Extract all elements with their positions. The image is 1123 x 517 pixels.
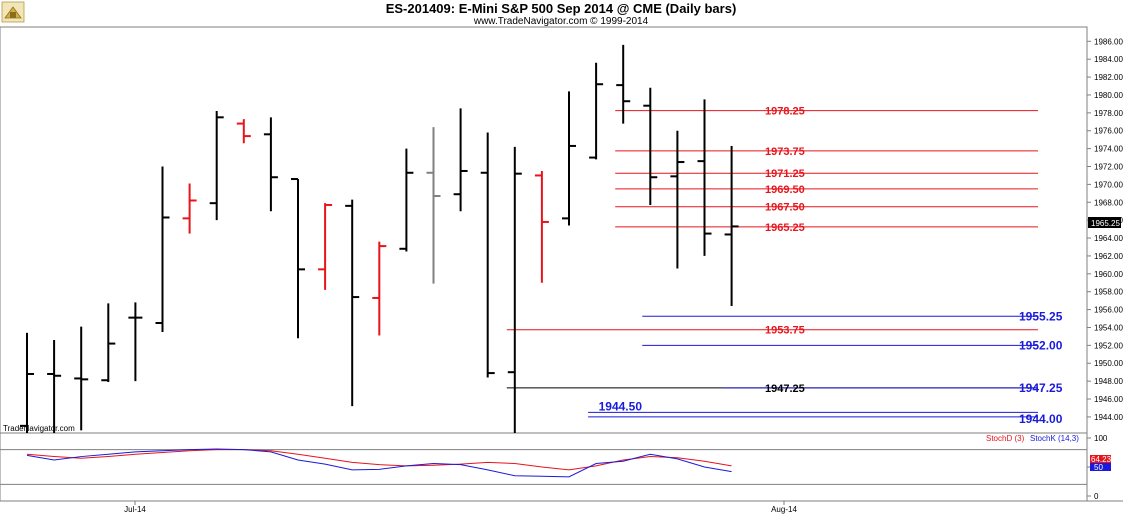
stochd-last-label: 64.23: [1091, 455, 1112, 464]
price-tick-label: 1976.00: [1094, 127, 1123, 136]
price-tick-label: 1968.00: [1094, 198, 1123, 207]
price-tick-label: 1980.00: [1094, 91, 1123, 100]
ohlc-bar: [372, 241, 387, 336]
stoch-tick-label: 0: [1094, 492, 1099, 501]
ohlc-bar: [318, 203, 333, 290]
stoch-last-tags: 64.23 50: [1090, 455, 1112, 472]
ohlc-bar: [480, 132, 495, 378]
ohlc-bar: [399, 148, 414, 252]
ohlc-bar: [426, 127, 441, 284]
ohlc-bar: [697, 99, 712, 256]
stochk-last-label: 50: [1094, 463, 1103, 472]
price-tick-label: 1954.00: [1094, 323, 1123, 332]
level-label: 1944.00: [1019, 412, 1063, 426]
stoch-tick-label: 100: [1094, 434, 1108, 443]
ohlc-bar: [128, 302, 143, 382]
ohlc-bar: [209, 111, 224, 221]
price-tick-label: 1948.00: [1094, 377, 1123, 386]
ohlc-bar: [507, 146, 522, 433]
level-label: 1947.25: [1019, 381, 1063, 395]
level-label: 1965.25: [765, 222, 805, 234]
level-label: 1973.75: [765, 146, 805, 158]
ohlc-bar: [20, 332, 34, 433]
price-tick-label: 1946.00: [1094, 395, 1123, 404]
ohlc-bar: [643, 87, 658, 205]
last-price-label: 1965.25: [1091, 219, 1120, 228]
ohlc-bar: [47, 339, 62, 433]
ohlc-bar: [589, 62, 604, 160]
x-label-jul: Jul-14: [124, 505, 146, 514]
ohlc-bar: [236, 119, 251, 144]
level-label: 1947.25: [765, 383, 805, 395]
price-tick-label: 1970.00: [1094, 180, 1123, 189]
level-label: 1971.25: [765, 168, 805, 180]
level-label: 1969.50: [765, 184, 805, 196]
price-tick-label: 1944.00: [1094, 413, 1123, 422]
stochastic-layer: [0, 448, 1087, 485]
level-label: 1944.50: [599, 399, 643, 413]
price-tick-label: 1956.00: [1094, 306, 1123, 315]
price-tick-label: 1972.00: [1094, 163, 1123, 172]
price-tick-label: 1964.00: [1094, 234, 1123, 243]
ohlc-bar: [534, 170, 549, 283]
price-tick-label: 1974.00: [1094, 145, 1123, 154]
ohlc-bar: [724, 145, 739, 307]
legend-stochk: StochK (14,3): [1030, 434, 1079, 443]
level-label: 1955.25: [1019, 309, 1063, 323]
stochk-line: [26, 448, 732, 478]
level-label: 1952.00: [1019, 338, 1063, 352]
ohlc-bar: [263, 117, 278, 212]
price-tick-label: 1986.00: [1094, 37, 1123, 46]
ohlc-bar: [74, 326, 89, 431]
watermark: TradeNavigator.com: [3, 424, 75, 433]
level-label: 1967.50: [765, 202, 805, 214]
ohlc-bar: [670, 130, 685, 269]
ohlc-bar: [291, 178, 305, 339]
chart-title: ES-201409: E-Mini S&P 500 Sep 2014 @ CME…: [386, 1, 737, 16]
level-label: 1978.25: [765, 106, 805, 118]
price-axis: 1944.00 1946.00 1948.00 1950.00 1952.00 1954.…: [1087, 37, 1123, 422]
ohlc-bar: [182, 183, 197, 234]
ohlc-bar: [101, 303, 116, 383]
stochastic-axis: 0 100: [1087, 434, 1108, 501]
price-tick-label: 1952.00: [1094, 341, 1123, 350]
chart-subtitle: www.TradeNavigator.com © 1999-2014: [473, 16, 649, 27]
price-tick-label: 1958.00: [1094, 288, 1123, 297]
price-tick-label: 1960.00: [1094, 270, 1123, 279]
bars-layer: [20, 44, 739, 433]
price-tick-label: 1950.00: [1094, 359, 1123, 368]
price-tick-label: 1962.00: [1094, 252, 1123, 261]
price-tick-label: 1984.00: [1094, 55, 1123, 64]
legend-stochd: StochD (3): [986, 434, 1025, 443]
x-label-aug: Aug-14: [771, 505, 797, 514]
ohlc-bar: [616, 44, 631, 124]
price-tick-label: 1978.00: [1094, 109, 1123, 118]
trade-navigator-logo-icon: [1, 1, 25, 23]
ohlc-bar: [155, 166, 170, 332]
last-price-tag: 1965.25: [1088, 217, 1121, 228]
price-tick-label: 1982.00: [1094, 73, 1123, 82]
ohlc-bar: [562, 91, 576, 226]
ohlc-bar: [453, 108, 468, 212]
level-label: 1953.75: [765, 325, 805, 337]
ohlc-bar: [345, 199, 360, 407]
levels-layer: 1978.25 1973.75 1971.25 1969.50 1967.50 1965.…: [506, 106, 1063, 426]
